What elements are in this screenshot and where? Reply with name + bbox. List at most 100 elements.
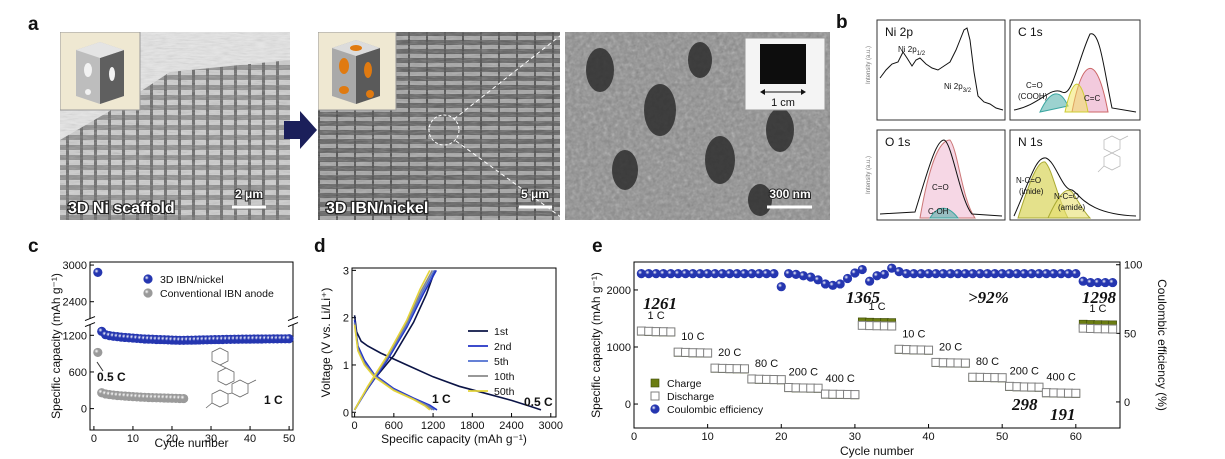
y2-tick-label: 100	[1124, 260, 1142, 272]
data-point	[1108, 277, 1118, 288]
data-point	[717, 363, 727, 373]
x-tick-label: 60	[1070, 431, 1082, 443]
data-point	[179, 393, 189, 404]
data-point	[1049, 388, 1059, 398]
y-tick-label: 1	[343, 360, 349, 372]
y-tick-label: 600	[69, 367, 87, 379]
y-axis-label: Intensity (a.u.)	[866, 156, 872, 194]
spectrum-title: Ni 2p	[885, 25, 913, 39]
axis-break	[289, 318, 297, 325]
image-caption: 3D IBN/nickel	[326, 200, 428, 217]
rate-label: 80 C	[976, 356, 999, 368]
x-tick-label: 20	[775, 431, 787, 443]
data-point	[695, 348, 705, 358]
data-point	[857, 264, 867, 275]
peak-label: N-C=O	[1016, 176, 1041, 185]
data-point	[798, 383, 808, 393]
data-point	[769, 375, 779, 385]
rate-label: 10 C	[902, 328, 925, 340]
y2-tick-label: 50	[1124, 328, 1136, 340]
data-point	[813, 383, 823, 393]
peak-label: C-OH	[928, 207, 949, 216]
annotation: 1298	[1082, 288, 1117, 307]
data-point	[769, 269, 779, 279]
data-point	[754, 374, 764, 384]
rate-label: 200 C	[1010, 365, 1039, 377]
data-point	[1108, 324, 1118, 334]
peak-label-text: C=O	[1026, 81, 1043, 90]
peak-label: N-C=O	[1054, 192, 1079, 201]
panel-label: e	[592, 236, 603, 257]
molecule-sketch	[205, 347, 257, 409]
peak-label-sub: 1/2	[917, 51, 926, 57]
x-tick-label: 30	[849, 431, 861, 443]
x-tick-label: 50	[283, 433, 295, 445]
data-point	[879, 269, 889, 279]
legend-label: Coulombic efficiency	[667, 404, 764, 416]
data-point	[843, 389, 853, 399]
zoom-circle	[428, 114, 460, 146]
legend-marker	[650, 404, 660, 414]
x-tick-label: 20	[166, 433, 178, 445]
peak-label: Ni 2p1/2	[898, 45, 926, 57]
data-point	[739, 364, 749, 374]
data-point	[1078, 323, 1088, 333]
data-point	[982, 372, 992, 382]
peak-label-text: N-C=O	[1054, 192, 1079, 201]
spectrum-title: O 1s	[885, 135, 910, 149]
peak-label-text: C-OH	[928, 207, 949, 216]
zoom-line	[455, 140, 566, 221]
y-axis-label: Intensity (a.u.)	[866, 46, 872, 84]
data-point	[1056, 388, 1066, 398]
legend-label: 10th	[494, 371, 515, 383]
peak-label: C=C	[1084, 94, 1100, 103]
data-point	[710, 363, 720, 373]
peak-label-sub: 3/2	[963, 88, 972, 94]
x-tick-label: 50	[996, 431, 1008, 443]
data-point	[1071, 388, 1081, 398]
data-point	[813, 275, 823, 285]
x-axis-label: Specific capacity (mAh g⁻¹)	[381, 432, 527, 446]
data-point	[1019, 382, 1029, 392]
x-tick-label: 1800	[460, 420, 484, 432]
data-point	[835, 389, 845, 399]
data-point	[644, 326, 654, 336]
data-point	[997, 373, 1007, 383]
data-point	[658, 327, 668, 337]
annotation: 1365	[846, 288, 881, 307]
data-point	[784, 382, 794, 392]
legend-label: 50th	[494, 386, 515, 398]
data-point	[1086, 323, 1096, 333]
peak-label-text: C=C	[1084, 94, 1100, 103]
data-point	[857, 320, 867, 330]
data-point	[1005, 381, 1015, 391]
x-axis-label: Cycle number	[154, 436, 228, 450]
data-point	[931, 357, 941, 367]
annotation: 0.5 C	[524, 395, 553, 409]
legend-label: 1st	[494, 326, 508, 338]
data-point	[820, 389, 830, 399]
data-point	[1027, 382, 1037, 392]
data-point	[828, 389, 838, 399]
y-tick-label: 0	[625, 399, 631, 411]
data-point	[924, 345, 934, 355]
data-point	[909, 345, 919, 355]
image-caption: 3D Ni scaffold	[68, 200, 175, 217]
legend-marker	[650, 378, 660, 388]
legend-marker	[143, 274, 153, 284]
data-point	[850, 390, 860, 400]
x-tick-label: 10	[127, 433, 139, 445]
x-tick-label: 1200	[421, 420, 445, 432]
rate-label: 10 C	[681, 331, 704, 343]
data-point	[806, 383, 816, 393]
x-axis-label: Cycle number	[840, 444, 914, 458]
data-point	[1063, 388, 1073, 398]
plot-frame	[351, 267, 557, 418]
data-point	[887, 321, 897, 331]
y-tick-label: 1000	[607, 342, 631, 354]
rate-label: 400 C	[826, 373, 855, 385]
peak-label: (amide)	[1058, 203, 1085, 212]
sem-image	[60, 32, 290, 220]
data-point	[93, 267, 103, 277]
